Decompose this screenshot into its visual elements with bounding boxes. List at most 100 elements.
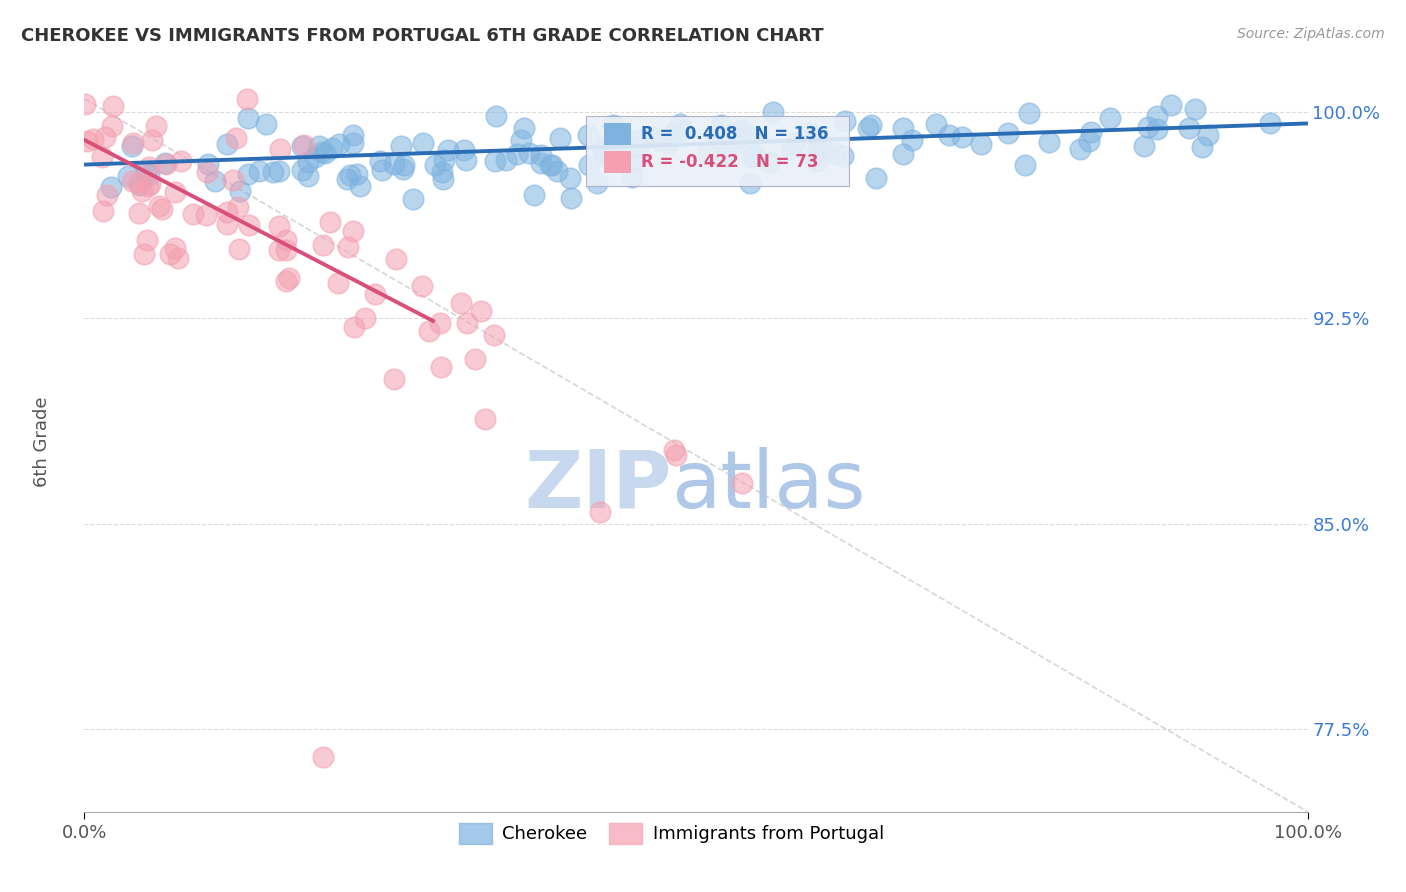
Point [484,154,506,169]
Point [464,351,486,366]
Point [731,475,754,490]
FancyBboxPatch shape [586,116,849,186]
Text: atlas: atlas [672,447,866,525]
Point [128,206,150,220]
Point [997,127,1019,141]
Point [418,324,440,338]
Point [76,134,98,148]
Point [1146,121,1168,136]
Point [925,117,948,131]
Point [696,145,718,160]
Point [891,147,914,161]
Point [779,142,801,156]
Point [433,153,456,168]
Point [731,123,754,137]
Point [148,199,170,213]
Point [145,119,167,133]
Point [136,179,159,194]
Point [710,118,733,132]
Point [134,247,156,261]
Point [602,118,624,132]
Point [560,170,582,185]
Point [217,218,239,232]
Point [228,242,250,256]
Point [505,147,527,161]
Point [312,238,335,252]
Point [328,276,350,290]
Point [860,118,883,132]
Point [274,233,297,247]
Point [269,163,291,178]
Point [1069,142,1091,156]
Point [1038,135,1060,149]
Point [824,146,846,161]
Point [342,224,364,238]
Point [1018,106,1040,120]
Point [135,165,157,179]
Point [671,123,693,137]
Point [832,149,855,163]
Point [578,158,600,172]
Point [204,174,226,188]
Point [1080,125,1102,139]
Point [456,316,478,330]
Point [620,156,643,170]
Point [269,142,291,156]
Point [297,169,319,183]
Point [364,287,387,301]
Point [799,126,821,140]
Point [226,200,249,214]
Point [834,114,856,128]
FancyBboxPatch shape [605,151,631,173]
Point [530,148,553,162]
Point [900,133,922,147]
Point [236,92,259,106]
Point [166,251,188,265]
Point [121,138,143,153]
Point [513,120,536,135]
Point [247,164,270,178]
Point [474,412,496,426]
Point [91,150,114,164]
Point [592,143,614,157]
Point [661,127,683,141]
Point [314,145,336,160]
Point [262,165,284,179]
Point [101,119,124,133]
Point [808,136,831,151]
Point [91,204,114,219]
Point [139,177,162,191]
Point [292,137,315,152]
Point [368,154,391,169]
Point [811,143,834,157]
Point [865,171,887,186]
Point [509,133,531,147]
Point [1146,109,1168,123]
Text: R =  0.408   N = 136: R = 0.408 N = 136 [641,125,828,144]
Point [382,372,405,386]
Point [238,218,260,232]
Point [342,128,364,143]
Point [215,137,238,152]
Point [856,121,879,136]
Point [312,750,335,764]
Point [311,145,333,160]
Point [170,153,193,168]
Point [586,176,609,190]
Point [620,170,643,185]
Point [627,140,650,154]
Point [337,239,360,253]
Point [339,168,361,182]
Point [342,319,364,334]
Point [1078,134,1101,148]
Point [803,148,825,162]
Point [740,150,762,164]
Point [560,191,582,205]
Point [970,137,993,152]
Point [321,140,343,154]
Point [371,163,394,178]
Text: R = -0.422   N = 73: R = -0.422 N = 73 [641,153,818,170]
Point [523,188,546,202]
Point [291,139,314,153]
Text: Source: ZipAtlas.com: Source: ZipAtlas.com [1237,27,1385,41]
